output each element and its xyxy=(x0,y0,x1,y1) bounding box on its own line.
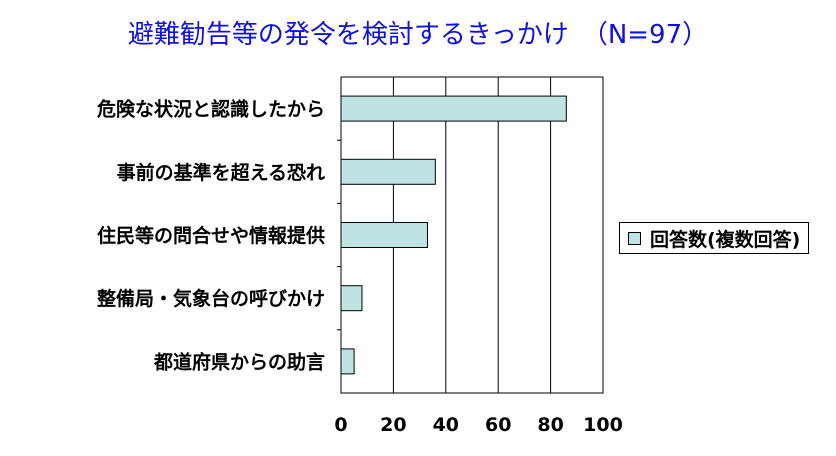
labels: 危険な状況と認識したから事前の基準を超える恐れ住民等の問合せや情報提供整備局・気… xyxy=(97,98,623,436)
category-label: 危険な状況と認識したから xyxy=(97,98,325,121)
bar xyxy=(340,348,355,375)
legend: 回答数(複数回答) xyxy=(619,222,810,254)
x-tick-label: 100 xyxy=(583,414,623,436)
plot-border xyxy=(340,76,604,394)
bar xyxy=(340,222,428,248)
bar xyxy=(340,158,436,185)
category-label: 事前の基準を超える恐れ xyxy=(117,161,325,184)
legend-label: 回答数(複数回答) xyxy=(650,228,801,251)
bar xyxy=(340,285,363,312)
axes xyxy=(337,76,604,394)
x-tick-label: 80 xyxy=(537,414,563,436)
x-tick-label: 60 xyxy=(485,414,511,436)
chart-title: 避難勧告等の発令を検討するきっかけ （N=97） xyxy=(127,20,709,50)
x-tick-label: 20 xyxy=(380,414,406,436)
bar xyxy=(340,95,567,122)
category-label: 都道府県からの助言 xyxy=(153,350,325,373)
legend-swatch xyxy=(628,231,641,245)
category-label: 整備局・気象台の呼びかけ xyxy=(97,287,325,310)
category-label: 住民等の問合せや情報提供 xyxy=(97,224,325,247)
x-tick-label: 0 xyxy=(334,414,347,436)
x-tick-label: 40 xyxy=(433,414,459,436)
